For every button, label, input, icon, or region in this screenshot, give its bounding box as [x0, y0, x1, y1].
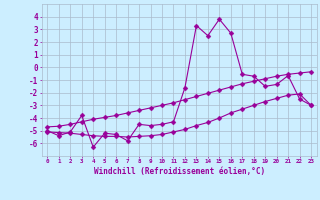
X-axis label: Windchill (Refroidissement éolien,°C): Windchill (Refroidissement éolien,°C) [94, 167, 265, 176]
